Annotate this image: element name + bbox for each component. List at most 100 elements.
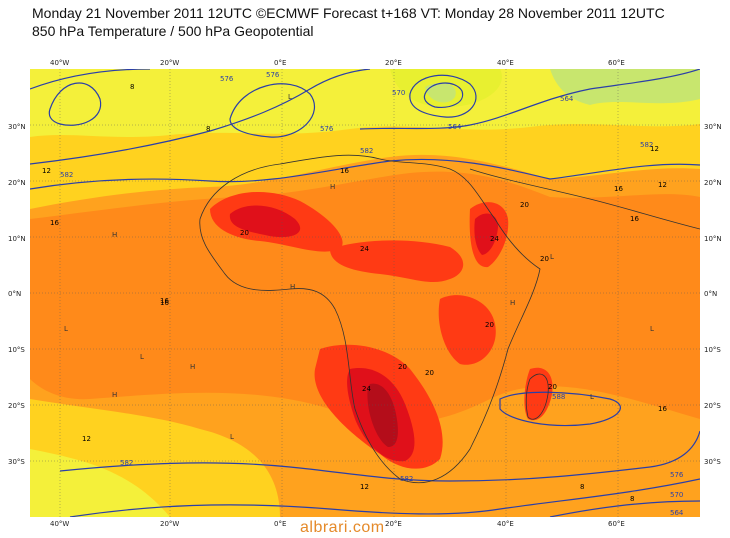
high-pressure-marker: H — [330, 183, 335, 191]
geopotential-isoline — [30, 69, 151, 90]
lat-label-right: 30°N — [704, 123, 722, 131]
geopotential-isoline — [30, 69, 371, 165]
temperature-label: 20 — [485, 321, 494, 329]
geopotential-label: 582 — [400, 475, 413, 483]
temperature-label: 12 — [42, 167, 51, 175]
high-pressure-marker: H — [112, 391, 117, 399]
high-pressure-marker: H — [190, 363, 195, 371]
high-pressure-marker: H — [290, 283, 295, 291]
lat-label-left: 20°S — [8, 402, 25, 410]
temp-band-very-hot-madagascar — [524, 367, 553, 421]
lat-label-right: 10°S — [704, 346, 721, 354]
graticule — [30, 69, 700, 517]
low-pressure-marker: L — [140, 353, 144, 361]
temperature-label: 16 — [658, 405, 667, 413]
temp-band-hot — [30, 171, 700, 423]
lon-label-top: 0°E — [274, 59, 287, 67]
geopotential-isoline — [48, 82, 102, 126]
lat-label-right: 0°N — [704, 290, 718, 298]
temp-band-very-hot-centraleast — [438, 295, 496, 365]
temperature-label: 24 — [360, 245, 369, 253]
lon-label-bottom: 60°E — [608, 520, 625, 528]
geopotential-isoline — [549, 500, 700, 517]
temp-band-cold-low — [425, 82, 456, 103]
low-pressure-marker: L — [230, 433, 234, 441]
lon-label-bottom: 40°W — [50, 520, 70, 528]
geopotential-label: 576 — [220, 75, 234, 83]
geopotential-isoline — [423, 82, 464, 108]
temperature-label: 20 — [548, 383, 557, 391]
chart-title-line1: Monday 21 November 2011 12UTC ©ECMWF For… — [32, 5, 665, 21]
lon-label-top: 20°W — [160, 59, 180, 67]
lon-label-top: 40°W — [50, 59, 70, 67]
temperature-label: 12 — [650, 145, 659, 153]
temperature-label: 24 — [490, 235, 499, 243]
temperature-label: 8 — [630, 495, 634, 503]
temperature-label: 20 — [240, 229, 249, 237]
temp-band-very-hot-sahel — [330, 240, 464, 283]
geopotential-label: 564 — [448, 123, 462, 131]
lon-label-bottom: 20°E — [385, 520, 402, 528]
geopotential-isoline — [69, 478, 700, 517]
temperature-label: 20 — [540, 255, 549, 263]
geopotential-label: 570 — [392, 89, 405, 97]
geopotential-isoline — [229, 83, 316, 138]
temp-band-cool-south — [30, 449, 170, 517]
lat-label-left: 30°N — [8, 123, 26, 131]
temperature-label: 24 — [362, 385, 371, 393]
temperature-label: 16 — [614, 185, 623, 193]
geopotential-isoline — [499, 391, 621, 427]
temperature-label: 20 — [398, 363, 407, 371]
geopotential-label: 576 — [320, 125, 334, 133]
geopotential-label: 564 — [670, 509, 684, 517]
madagascar-coastline — [525, 373, 549, 420]
geopotential-isoline — [59, 430, 700, 482]
lon-label-top: 40°E — [497, 59, 514, 67]
temperature-label: 16 — [160, 299, 169, 307]
temperature-label: 12 — [658, 181, 667, 189]
geopotential-label: 576 — [670, 471, 684, 479]
lat-label-left: 0°N — [8, 290, 22, 298]
temperature-label: 16 — [50, 219, 59, 227]
lon-label-bottom: 0°E — [274, 520, 287, 528]
lat-label-right: 10°N — [704, 235, 722, 243]
geopotential-label: 582 — [640, 141, 653, 149]
low-pressure-marker: L — [64, 325, 68, 333]
lon-label-top: 20°E — [385, 59, 402, 67]
temperature-label: 8 — [130, 83, 134, 91]
chart-title-line2: 850 hPa Temperature / 500 hPa Geopotenti… — [32, 23, 314, 39]
geopotential-label: 576 — [266, 71, 280, 79]
lon-label-bottom: 20°W — [160, 520, 180, 528]
watermark-text: albrari.com — [300, 519, 385, 536]
geopotential-label: 564 — [560, 95, 574, 103]
low-pressure-marker: L — [650, 325, 654, 333]
africa-coastline — [199, 154, 541, 483]
lon-label-top: 60°E — [608, 59, 625, 67]
lat-label-left: 30°S — [8, 458, 25, 466]
temp-band-cool-north — [30, 69, 700, 137]
temperature-label: 20 — [425, 369, 434, 377]
geopotential-label: 588 — [552, 393, 565, 401]
temperature-label: 16 — [340, 167, 349, 175]
temp-band-extreme-sahara — [229, 205, 301, 238]
geopotential-isoline — [409, 74, 477, 118]
lat-label-right: 30°S — [704, 458, 721, 466]
temperature-label: 8 — [206, 125, 210, 133]
temperature-label: 16 — [630, 215, 639, 223]
temperature-label: 12 — [82, 435, 91, 443]
geopotential-isoline — [359, 69, 700, 130]
high-pressure-marker: H — [112, 231, 117, 239]
geopotential-label: 582 — [120, 459, 133, 467]
temperature-label: 8 — [580, 483, 584, 491]
geopotential-label: 570 — [670, 491, 683, 499]
lat-label-left: 10°S — [8, 346, 25, 354]
forecast-map-svg: 576 576 570 564 576 582 582 582 564 582 … — [30, 69, 700, 517]
lat-label-left: 20°N — [8, 179, 26, 187]
lat-label-left: 10°N — [8, 235, 26, 243]
low-pressure-marker: L — [550, 253, 554, 261]
forecast-map: 576 576 570 564 576 582 582 582 564 582 … — [30, 69, 700, 517]
temperature-label: 20 — [520, 201, 529, 209]
geopotential-label: 582 — [60, 171, 73, 179]
high-pressure-marker: H — [510, 299, 515, 307]
arabia-coastline — [469, 168, 700, 230]
